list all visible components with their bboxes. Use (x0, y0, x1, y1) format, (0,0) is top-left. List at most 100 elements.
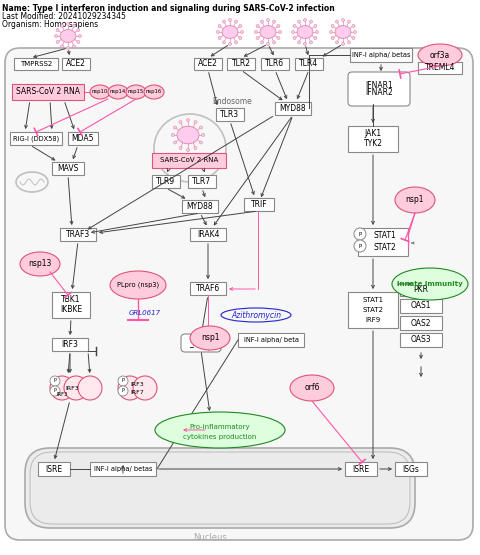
Text: P: P (359, 231, 361, 236)
Circle shape (352, 24, 355, 28)
Bar (400, 282, 442, 296)
Circle shape (314, 37, 317, 39)
Circle shape (266, 18, 269, 22)
Ellipse shape (60, 29, 76, 42)
Bar (90, 462, 156, 476)
Circle shape (256, 24, 259, 28)
Text: RIG-I (DDX58): RIG-I (DDX58) (13, 135, 59, 142)
Bar (295, 58, 323, 70)
Text: TLR2: TLR2 (231, 59, 251, 68)
Text: IRF7: IRF7 (130, 391, 144, 396)
Text: nsp10: nsp10 (92, 89, 108, 94)
Circle shape (72, 24, 75, 27)
Circle shape (331, 37, 334, 39)
Text: STAT2: STAT2 (362, 307, 384, 313)
Text: MYD88: MYD88 (280, 104, 306, 113)
Text: IRF3: IRF3 (56, 392, 68, 397)
Circle shape (118, 376, 142, 400)
Circle shape (293, 37, 296, 39)
Circle shape (331, 24, 334, 28)
Text: IKBKE: IKBKE (60, 305, 82, 315)
Bar (14, 58, 58, 70)
Text: INF-I alpha/ beta: INF-I alpha/ beta (243, 337, 299, 343)
Text: nsp15: nsp15 (128, 89, 144, 94)
Text: TYK2: TYK2 (363, 139, 383, 148)
Bar (216, 108, 244, 121)
Circle shape (187, 149, 190, 152)
Circle shape (341, 18, 345, 22)
Ellipse shape (290, 375, 334, 401)
Circle shape (235, 20, 238, 23)
Bar (52, 292, 90, 318)
Text: TMPRSS2: TMPRSS2 (20, 61, 52, 67)
FancyBboxPatch shape (25, 448, 415, 528)
Bar (345, 462, 377, 476)
Circle shape (298, 41, 300, 44)
Circle shape (348, 41, 350, 44)
Circle shape (273, 41, 276, 44)
Ellipse shape (260, 26, 276, 38)
Text: IFNAR2: IFNAR2 (365, 88, 393, 97)
Ellipse shape (222, 26, 238, 38)
Ellipse shape (155, 412, 285, 448)
Ellipse shape (395, 187, 435, 213)
Circle shape (341, 43, 345, 46)
Circle shape (310, 41, 312, 44)
Text: ISRE: ISRE (46, 465, 62, 473)
Circle shape (200, 141, 203, 144)
FancyBboxPatch shape (181, 334, 221, 352)
Text: nsp14: nsp14 (110, 89, 126, 94)
Circle shape (79, 34, 82, 38)
Circle shape (72, 45, 75, 48)
Bar (10, 132, 62, 145)
Circle shape (293, 24, 296, 28)
Circle shape (200, 126, 203, 129)
Ellipse shape (144, 85, 164, 99)
Circle shape (179, 147, 182, 149)
Circle shape (133, 376, 157, 400)
FancyBboxPatch shape (5, 48, 473, 540)
Ellipse shape (190, 326, 230, 350)
Circle shape (187, 119, 190, 122)
Bar (62, 58, 90, 70)
Bar (190, 228, 226, 241)
Circle shape (55, 34, 58, 38)
Circle shape (254, 31, 257, 33)
Circle shape (78, 376, 102, 400)
Bar (194, 58, 222, 70)
Text: Name: Type I interferon induction and signaling during SARS-CoV-2 infection: Name: Type I interferon induction and si… (2, 4, 335, 13)
Text: IRF9: IRF9 (365, 317, 381, 323)
Text: Nucleus: Nucleus (193, 533, 227, 542)
Text: Endosome: Endosome (212, 98, 252, 107)
Circle shape (239, 24, 242, 28)
Circle shape (218, 37, 221, 39)
Circle shape (50, 376, 74, 400)
Bar (348, 126, 398, 152)
Ellipse shape (90, 85, 110, 99)
Circle shape (352, 37, 355, 39)
Circle shape (216, 31, 219, 33)
Ellipse shape (20, 252, 60, 276)
Circle shape (67, 23, 70, 26)
Text: IRF3: IRF3 (130, 381, 144, 386)
Text: OAS1: OAS1 (411, 301, 431, 310)
Text: TLR7: TLR7 (192, 177, 212, 186)
Circle shape (315, 31, 319, 33)
Bar (60, 228, 96, 241)
Text: STAT2: STAT2 (373, 243, 396, 251)
Bar (152, 175, 180, 188)
Circle shape (261, 41, 264, 44)
Circle shape (261, 20, 264, 23)
Bar (12, 84, 84, 100)
Bar (348, 292, 398, 328)
Circle shape (64, 376, 88, 400)
Circle shape (77, 41, 80, 43)
Text: TREML4: TREML4 (425, 63, 455, 73)
Text: TRAF6: TRAF6 (196, 284, 220, 293)
Circle shape (171, 134, 175, 137)
FancyBboxPatch shape (348, 72, 410, 106)
Circle shape (314, 24, 317, 28)
Circle shape (329, 31, 333, 33)
Circle shape (77, 28, 80, 32)
Circle shape (353, 31, 357, 33)
